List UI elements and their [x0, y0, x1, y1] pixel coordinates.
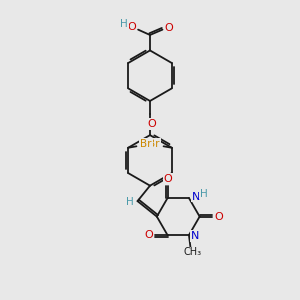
- Text: O: O: [127, 22, 136, 32]
- Text: N: N: [192, 192, 200, 202]
- Text: O: O: [144, 230, 153, 240]
- Text: CH₃: CH₃: [184, 247, 202, 257]
- Text: H: H: [120, 19, 128, 29]
- Text: H: H: [126, 197, 134, 207]
- Text: O: O: [214, 212, 223, 222]
- Text: Br: Br: [148, 139, 160, 149]
- Text: H: H: [200, 189, 208, 199]
- Text: O: O: [165, 22, 173, 32]
- Text: N: N: [191, 231, 199, 241]
- Text: O: O: [164, 174, 172, 184]
- Text: O: O: [147, 119, 156, 129]
- Text: Br: Br: [140, 139, 152, 149]
